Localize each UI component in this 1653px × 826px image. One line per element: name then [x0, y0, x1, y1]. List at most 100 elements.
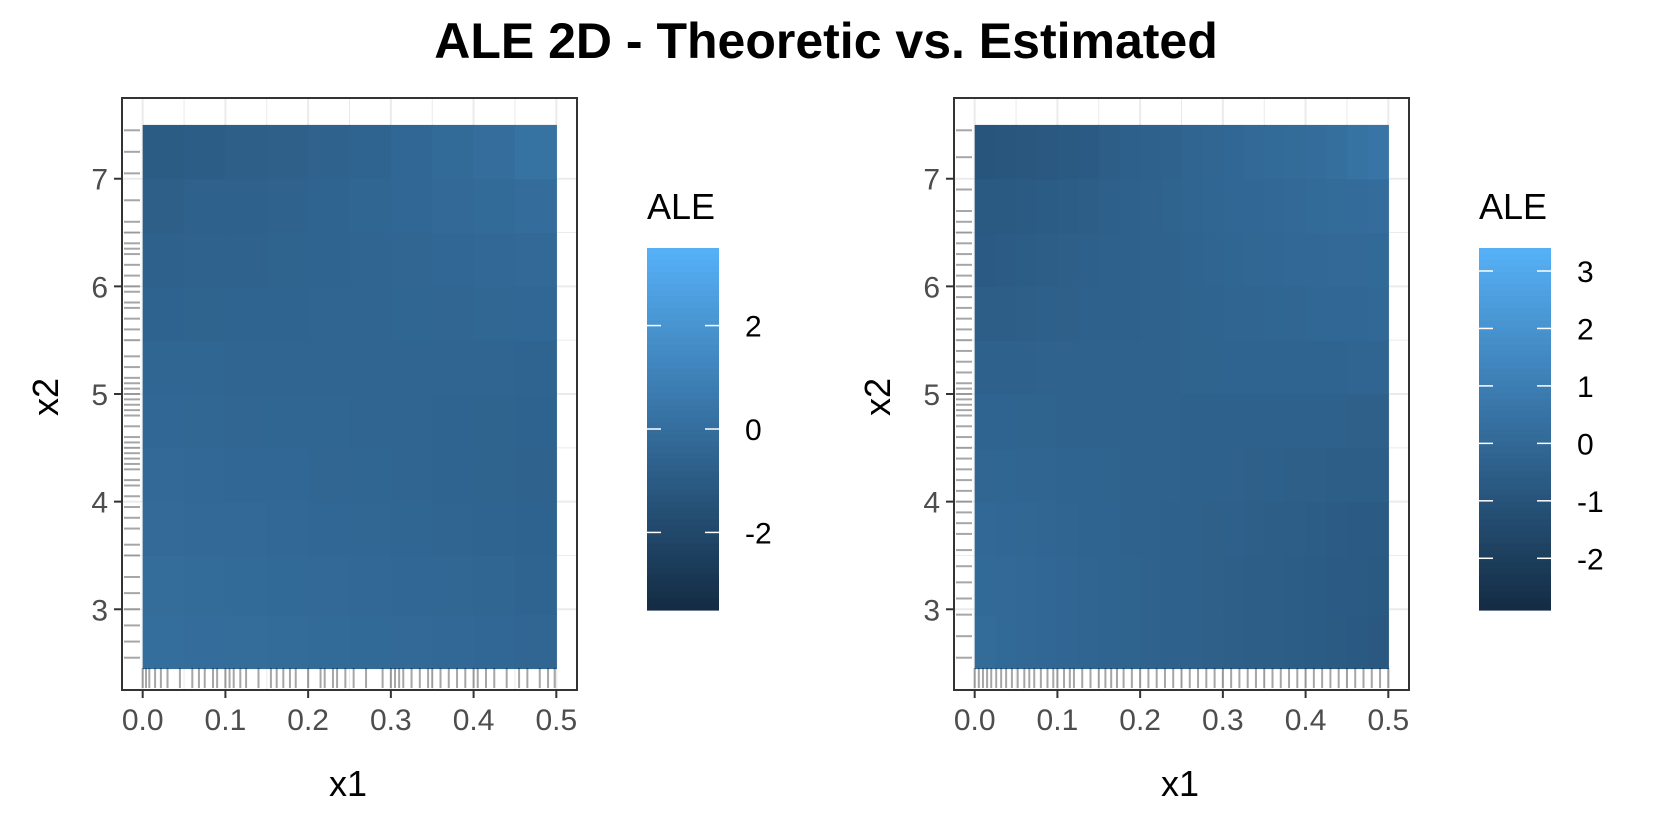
heatmap-cell — [1222, 447, 1245, 503]
colorbar-segment — [647, 278, 719, 285]
y-tick-label: 3 — [91, 594, 108, 627]
heatmap-cell — [432, 340, 475, 395]
heatmap-cell — [1057, 614, 1079, 670]
panel-estimated-legend: 3 2 1 0 -1 -2 — [1479, 248, 1604, 611]
colorbar-segment — [1479, 416, 1551, 424]
heatmap-cell — [473, 501, 516, 557]
heatmap-cell — [1078, 394, 1100, 449]
heatmap-cell — [1367, 124, 1389, 180]
panel-estimated: x1 x2 ALE 0.0 0.1 0.2 0.3 0.4 0.5 3 4 5 6 7 3 2 1 0 -1 -… — [857, 97, 1604, 804]
heatmap-cell — [225, 340, 268, 395]
heatmap-cell — [1140, 286, 1162, 341]
heatmap-cell — [974, 447, 996, 503]
heatmap-cell — [1346, 555, 1369, 616]
heatmap-cell — [349, 555, 392, 616]
heatmap-cell — [308, 340, 351, 395]
heatmap-cell — [1057, 286, 1079, 341]
heatmap-cell — [1305, 501, 1327, 557]
colorbar-segment — [1479, 308, 1551, 315]
colorbar-segment — [1479, 404, 1551, 412]
heatmap-cell — [184, 614, 227, 670]
heatmap-cell — [1098, 286, 1121, 341]
colorbar-segment — [647, 459, 719, 466]
colorbar-segment — [647, 501, 719, 509]
heatmap-cell — [1016, 501, 1038, 557]
heatmap-cell — [1367, 232, 1389, 287]
colorbar-segment — [1479, 543, 1551, 551]
heatmap-cell — [225, 178, 268, 234]
colorbar-segment — [1479, 302, 1551, 309]
heatmap-cell — [1140, 232, 1162, 287]
heatmap-cell — [390, 340, 433, 395]
colorbar-segment — [1479, 459, 1551, 466]
colorbar-segment — [1479, 507, 1551, 515]
heatmap-cell — [1078, 178, 1100, 234]
heatmap-cell — [1305, 340, 1327, 395]
heatmap-cell — [1243, 232, 1265, 287]
heatmap-cell — [1284, 394, 1307, 449]
heatmap-cell — [1140, 124, 1162, 180]
y-tick-label: 7 — [923, 164, 940, 197]
heatmap-cell — [1326, 178, 1348, 234]
heatmap-cell — [995, 555, 1017, 616]
heatmap-cell — [995, 447, 1017, 503]
panel-theoretic-heatmap — [142, 124, 557, 670]
colorbar-tick-label: 2 — [745, 311, 762, 344]
colorbar-segment — [647, 398, 719, 406]
heatmap-cell — [1284, 178, 1307, 234]
heatmap-cell — [1016, 232, 1038, 287]
heatmap-cell — [1181, 394, 1203, 449]
x-tick-label: 0.1 — [205, 704, 247, 737]
heatmap-cell — [1243, 340, 1265, 395]
panel-estimated-rug — [956, 129, 1390, 688]
heatmap-cell — [308, 501, 351, 557]
heatmap-cell — [514, 614, 557, 670]
heatmap-cell — [308, 232, 351, 287]
colorbar-segment — [1479, 266, 1551, 273]
colorbar-segment — [647, 314, 719, 321]
heatmap-cell — [1036, 394, 1059, 449]
colorbar-segment — [1479, 465, 1551, 472]
y-tick-label: 5 — [923, 379, 940, 412]
colorbar-segment — [647, 573, 719, 581]
heatmap-cell — [1202, 340, 1224, 395]
heatmap-cell — [308, 178, 351, 234]
colorbar-tick-label: 2 — [1577, 313, 1594, 346]
heatmap-cell — [1078, 232, 1100, 287]
heatmap-cell — [1202, 501, 1224, 557]
heatmap-cell — [184, 555, 227, 616]
heatmap-cell — [184, 394, 227, 449]
heatmap-cell — [225, 124, 268, 180]
colorbar-segment — [647, 404, 719, 412]
heatmap-cell — [1222, 340, 1245, 395]
heatmap-cell — [1222, 555, 1245, 616]
colorbar-segment — [1479, 435, 1551, 442]
colorbar-segment — [647, 344, 719, 352]
colorbar-segment — [647, 453, 719, 460]
colorbar-segment — [1479, 380, 1551, 388]
colorbar-segment — [647, 260, 719, 267]
heatmap-cell — [1036, 286, 1059, 341]
heatmap-cell — [1078, 614, 1100, 670]
heatmap-cell — [974, 555, 996, 616]
colorbar-segment — [1479, 489, 1551, 496]
heatmap-cell — [974, 614, 996, 670]
heatmap-cell — [514, 447, 557, 503]
panel-theoretic-axes: 0.0 0.1 0.2 0.3 0.4 0.5 3 4 5 6 7 — [91, 164, 577, 737]
heatmap-cell — [432, 614, 475, 670]
heatmap-cell — [1160, 501, 1183, 557]
heatmap-cell — [1326, 232, 1348, 287]
colorbar-segment — [1479, 392, 1551, 400]
colorbar-segment — [647, 561, 719, 569]
heatmap-cell — [1078, 286, 1100, 341]
heatmap-cell — [473, 286, 516, 341]
heatmap-cell — [1181, 340, 1203, 395]
heatmap-cell — [473, 614, 516, 670]
heatmap-cell — [1057, 394, 1079, 449]
colorbar-segment — [647, 597, 719, 605]
heatmap-cell — [473, 394, 516, 449]
colorbar-segment — [1479, 525, 1551, 533]
colorbar-segment — [647, 477, 719, 484]
heatmap-cell — [1367, 286, 1389, 341]
